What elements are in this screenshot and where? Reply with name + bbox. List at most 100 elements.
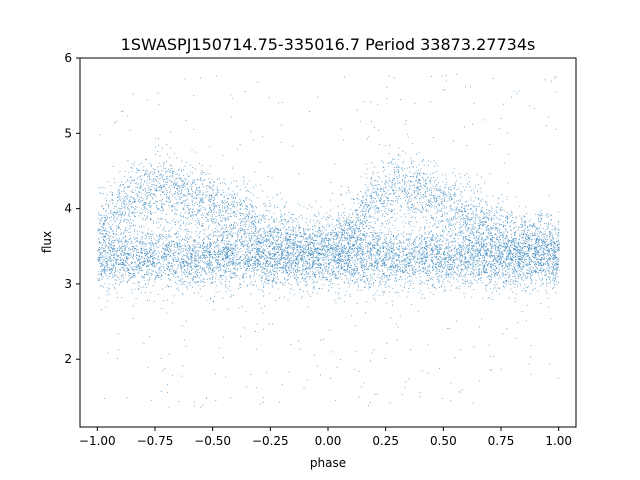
data-point [500, 245, 502, 246]
data-point [146, 270, 148, 272]
data-point [492, 77, 494, 79]
data-point [106, 216, 108, 218]
data-point [337, 262, 339, 264]
data-point [224, 228, 226, 230]
data-point [161, 205, 162, 207]
data-point [163, 257, 165, 259]
data-point [197, 292, 199, 294]
data-point [414, 190, 416, 192]
data-point [451, 217, 453, 219]
data-point [413, 257, 415, 259]
data-point [136, 268, 138, 270]
data-point [388, 200, 389, 202]
data-point [431, 240, 433, 242]
data-point [464, 262, 466, 264]
data-point [414, 239, 416, 240]
data-point [178, 190, 180, 192]
data-point [244, 186, 246, 188]
data-point [441, 265, 442, 266]
data-point [380, 201, 381, 202]
data-point [226, 224, 228, 226]
data-point [180, 216, 182, 218]
data-point [129, 210, 131, 212]
data-point [242, 261, 244, 263]
data-point [495, 249, 496, 250]
data-point [409, 189, 410, 190]
data-point [502, 333, 504, 335]
data-point [542, 270, 544, 272]
data-point [182, 365, 184, 367]
data-point [359, 239, 361, 241]
data-point [479, 244, 481, 246]
data-point [445, 276, 447, 278]
data-point [391, 300, 393, 302]
data-point [227, 235, 229, 237]
data-point [333, 283, 335, 285]
data-point [306, 261, 308, 263]
data-point [512, 276, 514, 278]
data-point [215, 273, 217, 275]
data-point [208, 251, 210, 253]
data-point [130, 226, 132, 227]
data-point [305, 237, 307, 239]
data-point [266, 210, 267, 212]
data-point [335, 274, 336, 276]
data-point [378, 285, 380, 287]
data-point [187, 274, 189, 276]
data-point [539, 221, 541, 222]
data-point [112, 265, 114, 267]
data-point [497, 253, 499, 254]
data-point [420, 185, 422, 187]
data-point [441, 270, 443, 272]
data-point [384, 275, 386, 276]
data-point [252, 255, 253, 257]
data-point [215, 221, 217, 223]
data-point [468, 250, 470, 252]
data-point [266, 265, 268, 267]
data-point [352, 199, 354, 201]
data-point [331, 271, 333, 273]
data-point [494, 273, 495, 275]
data-point [275, 253, 277, 255]
data-point [406, 263, 408, 265]
data-point [213, 309, 215, 310]
data-point [103, 258, 105, 260]
data-point [509, 273, 511, 275]
data-point [391, 161, 393, 162]
data-point [492, 227, 494, 229]
data-point [413, 241, 415, 243]
data-point [515, 232, 517, 234]
data-point [502, 256, 503, 257]
data-point [441, 203, 443, 205]
data-point [530, 248, 532, 250]
data-point [108, 226, 110, 228]
data-point [462, 225, 464, 227]
data-point [342, 229, 343, 231]
data-point [168, 195, 170, 197]
data-point [558, 211, 559, 213]
data-point [190, 254, 192, 256]
data-point [469, 255, 471, 257]
data-point [121, 216, 123, 218]
data-point [515, 225, 517, 227]
data-point [313, 261, 315, 263]
data-point [166, 236, 168, 238]
data-point [227, 188, 229, 190]
data-point [392, 248, 394, 249]
data-point [201, 164, 203, 166]
data-point [533, 256, 535, 258]
data-point [124, 199, 126, 201]
data-point [174, 184, 176, 186]
data-point [316, 263, 318, 264]
data-point [345, 239, 347, 241]
data-point [381, 232, 382, 234]
data-point [370, 178, 372, 179]
data-point [199, 406, 201, 408]
data-point [541, 273, 543, 275]
data-point [258, 251, 260, 253]
data-point [485, 253, 487, 255]
data-point [428, 210, 429, 212]
data-point [437, 261, 439, 263]
data-point [116, 228, 118, 230]
data-point [349, 247, 351, 249]
